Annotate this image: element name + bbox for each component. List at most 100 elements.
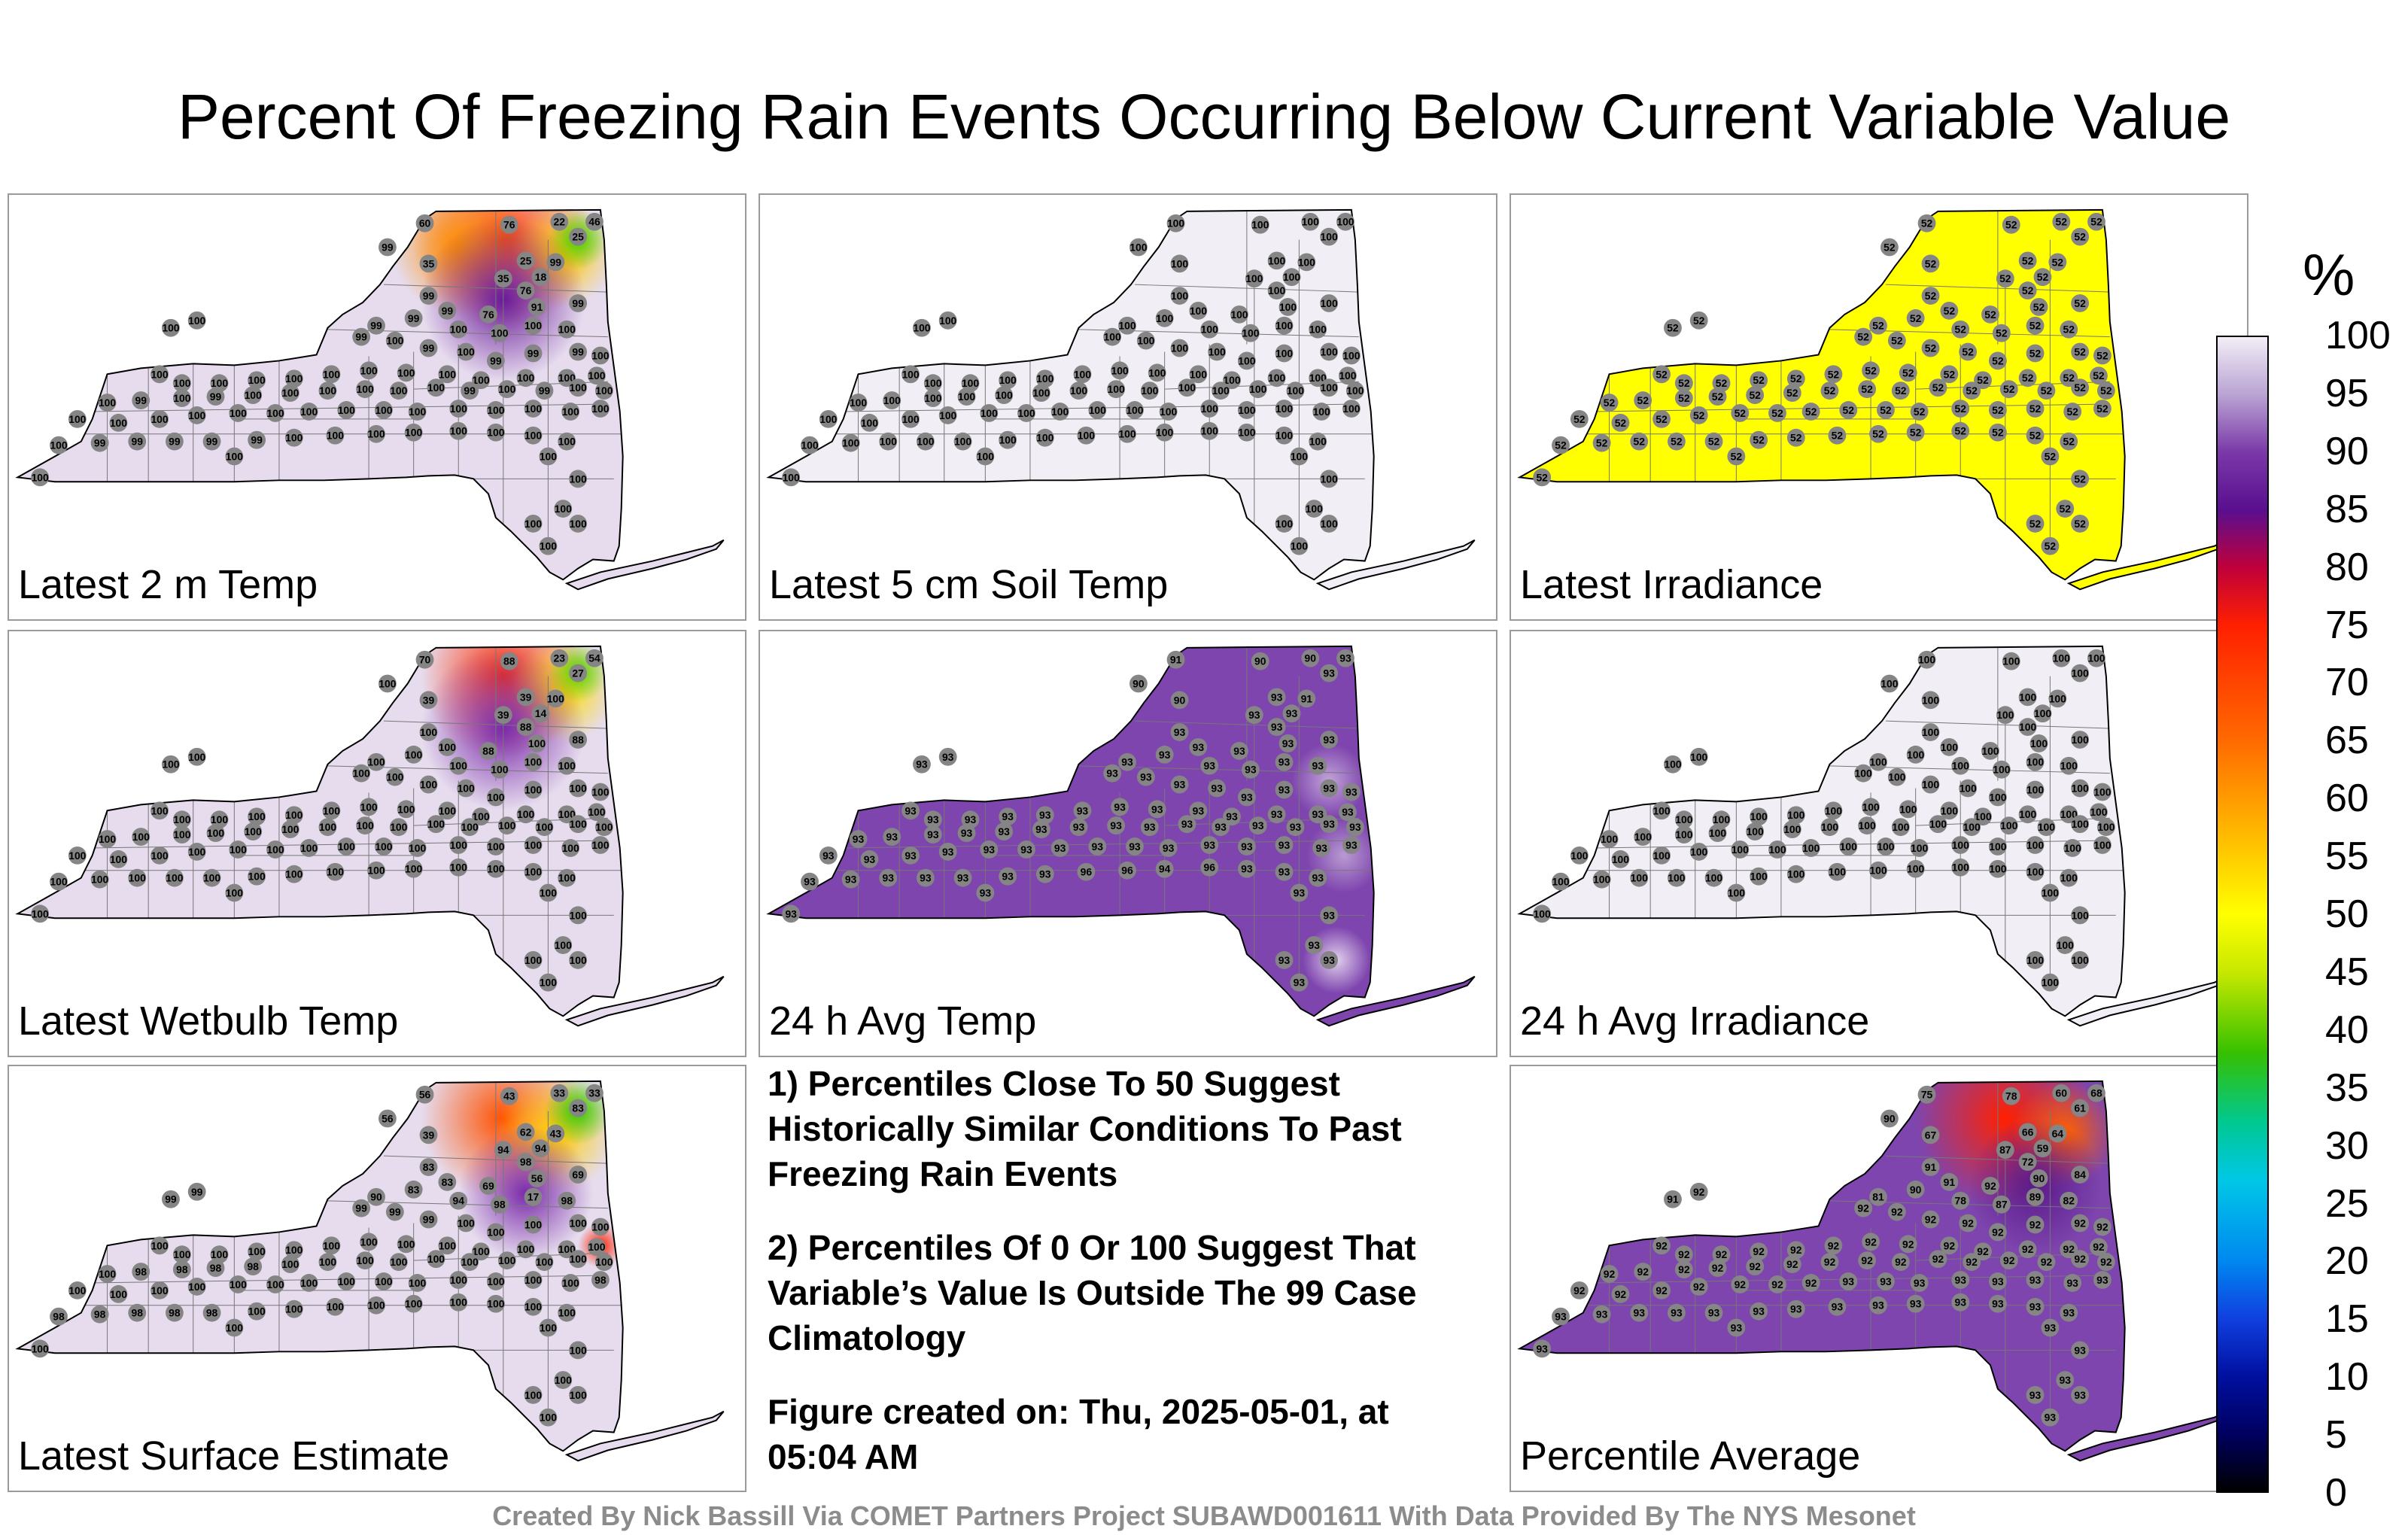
station-marker: 52 bbox=[1689, 406, 1708, 424]
station-value: 100 bbox=[1668, 872, 1685, 884]
station-marker: 100 bbox=[1750, 867, 1768, 886]
station-value: 100 bbox=[540, 540, 557, 552]
station-value: 100 bbox=[536, 1256, 553, 1268]
station-marker: 100 bbox=[1170, 254, 1189, 273]
station-value: 100 bbox=[1339, 369, 1356, 381]
station-value: 52 bbox=[1604, 397, 1616, 409]
station-marker: 100 bbox=[561, 403, 580, 421]
station-marker: 52 bbox=[1891, 381, 1910, 400]
station-value: 100 bbox=[173, 1248, 190, 1260]
station-value: 52 bbox=[2100, 385, 2112, 397]
station-value: 52 bbox=[1712, 391, 1724, 403]
station-value: 93 bbox=[1596, 1309, 1608, 1321]
station-value: 100 bbox=[461, 1256, 479, 1268]
station-marker: 52 bbox=[1906, 423, 1925, 442]
station-marker: 52 bbox=[1921, 339, 1940, 357]
station-value: 100 bbox=[99, 397, 116, 409]
station-value: 100 bbox=[2042, 887, 2059, 899]
station-value: 98 bbox=[494, 1199, 506, 1211]
station-marker: 100 bbox=[938, 406, 957, 424]
station-value: 100 bbox=[491, 764, 508, 776]
station-value: 64 bbox=[2052, 1127, 2064, 1139]
station-marker: 100 bbox=[1212, 381, 1230, 400]
station-value: 90 bbox=[1305, 652, 1317, 664]
station-value: 100 bbox=[1652, 804, 1670, 816]
station-value: 100 bbox=[450, 1274, 467, 1286]
station-value: 93 bbox=[2029, 1301, 2042, 1313]
station-value: 100 bbox=[472, 1245, 489, 1257]
station-value: 100 bbox=[1907, 863, 1924, 875]
station-value: 100 bbox=[558, 1243, 576, 1255]
station-marker: 100 bbox=[172, 1245, 191, 1264]
station-value: 100 bbox=[1171, 342, 1188, 354]
station-value: 98 bbox=[561, 1195, 573, 1207]
station-marker: 100 bbox=[1275, 400, 1294, 418]
station-value: 70 bbox=[419, 654, 431, 666]
station-value: 93 bbox=[1731, 1322, 1743, 1334]
station-marker: 100 bbox=[1208, 342, 1227, 361]
station-marker: 90 bbox=[367, 1187, 385, 1206]
station-marker: 98 bbox=[128, 1303, 147, 1322]
station-marker: 52 bbox=[1674, 389, 1693, 407]
station-marker: 52 bbox=[1570, 409, 1589, 428]
station-marker: 18 bbox=[531, 268, 550, 287]
station-marker: 61 bbox=[2071, 1099, 2090, 1117]
station-value: 100 bbox=[1728, 887, 1745, 899]
station-marker: 93 bbox=[2041, 1408, 2060, 1427]
station-marker: 100 bbox=[1746, 822, 1765, 841]
station-marker: 100 bbox=[591, 346, 610, 365]
station-marker: 92 bbox=[2071, 1214, 2090, 1233]
station-value: 39 bbox=[497, 709, 509, 721]
station-marker: 100 bbox=[497, 816, 516, 835]
station-marker: 76 bbox=[479, 305, 497, 324]
station-marker: 99 bbox=[569, 294, 588, 312]
panel-label: Percentile Average bbox=[1520, 1433, 1861, 1479]
station-marker: 93 bbox=[976, 883, 995, 902]
station-value: 100 bbox=[487, 427, 504, 439]
station-value: 93 bbox=[1159, 749, 1171, 761]
station-marker: 43 bbox=[546, 1124, 565, 1143]
station-marker: 52 bbox=[2090, 366, 2108, 385]
station-value: 93 bbox=[1151, 803, 1163, 815]
station-value: 100 bbox=[1321, 381, 1338, 394]
station-marker: 100 bbox=[248, 1242, 266, 1261]
station-value: 92 bbox=[1992, 1226, 2004, 1238]
station-marker: 100 bbox=[1592, 870, 1611, 889]
station-value: 100 bbox=[110, 417, 127, 429]
station-marker: 100 bbox=[1988, 859, 2007, 878]
station-marker: 52 bbox=[2087, 212, 2105, 231]
station-value: 100 bbox=[367, 865, 385, 877]
station-value: 100 bbox=[1118, 320, 1136, 332]
station-value: 100 bbox=[1570, 850, 1588, 862]
station-value: 52 bbox=[2090, 216, 2102, 228]
station-value: 100 bbox=[1346, 385, 1364, 397]
station-value: 100 bbox=[245, 825, 262, 837]
station-value: 52 bbox=[1708, 436, 1720, 448]
station-marker: 100 bbox=[1552, 872, 1570, 891]
station-marker: 100 bbox=[849, 394, 868, 412]
station-marker: 52 bbox=[1750, 430, 1768, 449]
station-value: 69 bbox=[482, 1180, 494, 1192]
station-marker: 93 bbox=[1750, 1302, 1768, 1321]
station-value: 100 bbox=[1230, 309, 1248, 321]
station-value: 69 bbox=[572, 1169, 584, 1181]
station-value: 100 bbox=[360, 1236, 377, 1248]
station-value: 93 bbox=[1992, 1275, 2004, 1287]
station-value: 98 bbox=[176, 1263, 188, 1275]
station-value: 52 bbox=[1902, 366, 1914, 378]
station-value: 52 bbox=[1693, 409, 1705, 421]
station-marker: 100 bbox=[938, 311, 957, 330]
station-value: 93 bbox=[1309, 939, 1321, 951]
station-marker: 93 bbox=[901, 801, 920, 820]
station-value: 100 bbox=[226, 451, 243, 463]
station-value: 52 bbox=[2003, 383, 2015, 395]
station-marker: 100 bbox=[187, 311, 206, 330]
station-marker: 52 bbox=[1951, 400, 1970, 418]
station-marker: 100 bbox=[490, 760, 509, 779]
station-marker: 100 bbox=[1155, 423, 1174, 442]
station-marker: 100 bbox=[172, 810, 191, 829]
station-value: 39 bbox=[423, 694, 435, 706]
station-marker: 56 bbox=[528, 1169, 546, 1187]
station-marker: 93 bbox=[1111, 798, 1129, 816]
station-marker: 93 bbox=[1170, 723, 1189, 741]
